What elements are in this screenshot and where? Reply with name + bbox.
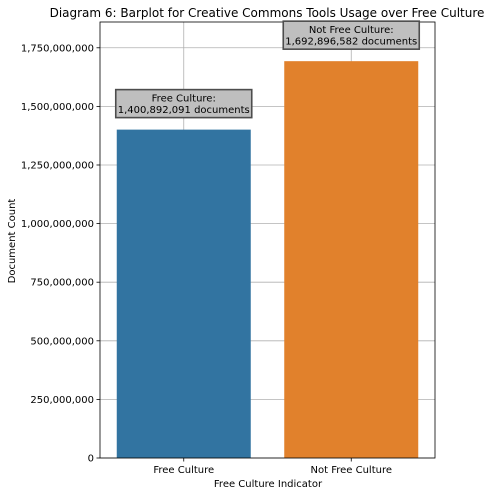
y-tick-label: 250,000,000 — [30, 395, 94, 406]
bar-not-free-culture — [284, 61, 419, 459]
annotation-box — [282, 20, 421, 50]
y-axis-label: Document Count — [7, 199, 18, 284]
y-tick-label: 750,000,000 — [30, 278, 94, 289]
y-tick-label: 500,000,000 — [30, 336, 94, 347]
x-tick-label: Not Free Culture — [311, 465, 393, 476]
y-tick-label: 1,000,000,000 — [21, 219, 94, 230]
bar-free-culture — [116, 129, 251, 459]
plot-frame — [99, 21, 436, 459]
x-tick-label: Free Culture — [153, 465, 214, 476]
annotation-label: Not Free Culture: — [309, 25, 394, 36]
y-tick-label: 1,750,000,000 — [21, 43, 94, 54]
y-tick-label: 0 — [88, 454, 94, 465]
annotation-value: 1,400,892,091 documents — [118, 105, 250, 116]
chart-title: Diagram 6: Barplot for Creative Commons … — [50, 6, 485, 20]
annotation-label: Free Culture: — [152, 94, 216, 105]
annotation-box — [114, 88, 253, 119]
bars — [116, 61, 419, 459]
x-axis: Free Culture Not Free Culture — [153, 458, 392, 476]
x-axis-label: Free Culture Indicator — [214, 479, 323, 490]
y-tick-label: 1,250,000,000 — [21, 160, 94, 171]
annotation-value: 1,692,896,582 documents — [285, 37, 417, 48]
annotations: Free Culture:1,400,892,091 documents Not … — [114, 20, 421, 119]
y-axis: 0 250,000,000 500,000,000 750,000,000 1,000,… — [21, 43, 100, 465]
y-tick-label: 1,500,000,000 — [21, 102, 94, 113]
